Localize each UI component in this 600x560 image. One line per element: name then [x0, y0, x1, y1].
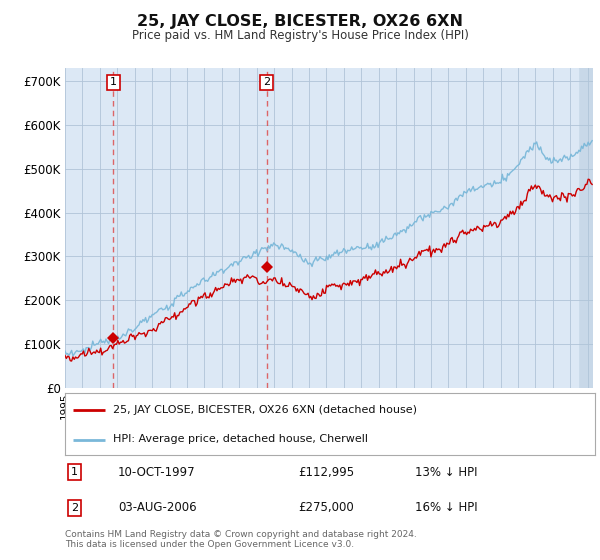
Text: 25, JAY CLOSE, BICESTER, OX26 6XN: 25, JAY CLOSE, BICESTER, OX26 6XN — [137, 14, 463, 29]
Text: £275,000: £275,000 — [298, 501, 354, 515]
Text: 1: 1 — [110, 77, 117, 87]
Text: 2: 2 — [263, 77, 271, 87]
Bar — [578, 68, 593, 388]
Text: 25, JAY CLOSE, BICESTER, OX26 6XN (detached house): 25, JAY CLOSE, BICESTER, OX26 6XN (detac… — [113, 405, 416, 415]
Text: 1: 1 — [71, 467, 78, 477]
Text: 03-AUG-2006: 03-AUG-2006 — [118, 501, 197, 515]
Text: Price paid vs. HM Land Registry's House Price Index (HPI): Price paid vs. HM Land Registry's House … — [131, 29, 469, 42]
Text: 16% ↓ HPI: 16% ↓ HPI — [415, 501, 478, 515]
Bar — [65, 68, 578, 388]
Text: 13% ↓ HPI: 13% ↓ HPI — [415, 465, 478, 479]
Text: 2: 2 — [71, 503, 78, 513]
Text: Contains HM Land Registry data © Crown copyright and database right 2024.
This d: Contains HM Land Registry data © Crown c… — [65, 530, 417, 549]
Text: 10-OCT-1997: 10-OCT-1997 — [118, 465, 196, 479]
Text: £112,995: £112,995 — [298, 465, 355, 479]
Text: HPI: Average price, detached house, Cherwell: HPI: Average price, detached house, Cher… — [113, 435, 368, 445]
